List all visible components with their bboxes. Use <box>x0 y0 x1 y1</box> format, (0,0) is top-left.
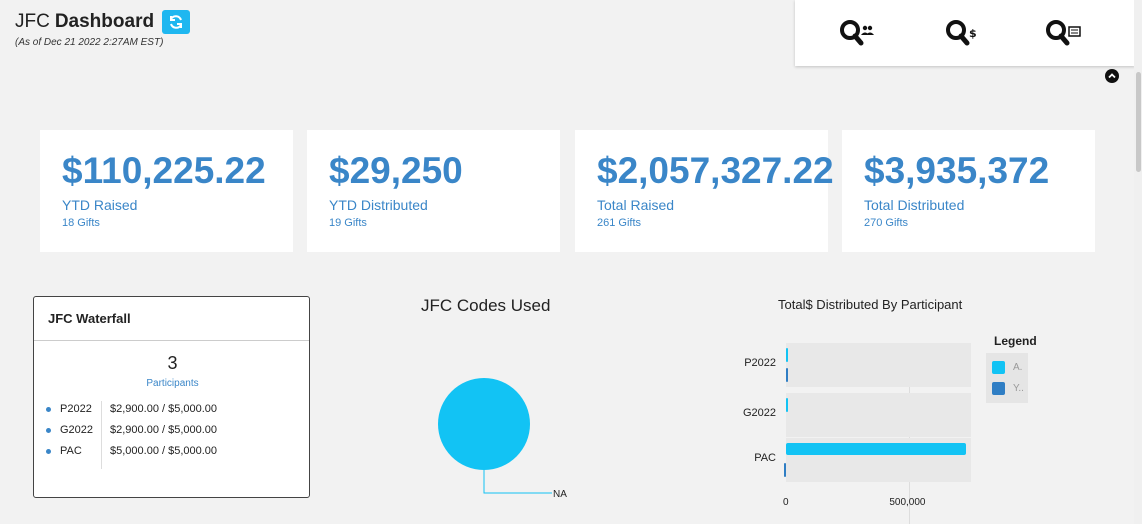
collapse-button[interactable] <box>1105 69 1119 83</box>
legend-item[interactable]: A. <box>992 359 1022 375</box>
page-title: JFC Dashboard <box>15 10 191 34</box>
card-ytd-raised: $110,225.22 YTD Raised 18 Gifts <box>40 130 293 252</box>
dashboard-title: Dashboard <box>54 11 155 32</box>
svg-text:$: $ <box>969 27 977 40</box>
search-list-button[interactable] <box>1045 18 1085 48</box>
card-amount: $29,250 <box>329 150 463 191</box>
card-sub: 270 Gifts <box>864 217 909 229</box>
jfc-waterfall-panel: JFC Waterfall 3 Participants P2022 $2,90… <box>33 296 310 498</box>
card-label: YTD Raised <box>62 197 138 213</box>
waterfall-divider <box>101 401 102 469</box>
card-label: YTD Distributed <box>329 197 428 213</box>
search-list-icon <box>1046 20 1081 46</box>
card-amount: $2,057,327.22 <box>597 150 834 191</box>
refresh-icon <box>170 15 183 29</box>
card-total-distributed: $3,935,372 Total Distributed 270 Gifts <box>842 130 1095 252</box>
waterfall-code: P2022 <box>60 403 92 415</box>
card-label: Total Distributed <box>864 197 965 213</box>
pie-slice-label: NA <box>553 489 567 500</box>
search-money-button[interactable]: $ <box>945 18 985 48</box>
search-toolbar: $ <box>795 0 1135 66</box>
pie-slice[interactable] <box>438 378 530 470</box>
distribution-chart-title: Total$ Distributed By Participant <box>778 297 963 312</box>
waterfall-value: $2,900.00 / $5,000.00 <box>110 403 218 415</box>
waterfall-value: $5,000.00 / $5,000.00 <box>110 445 218 457</box>
legend: A. Y.. <box>986 353 1028 403</box>
card-sub: 19 Gifts <box>329 217 367 229</box>
bullet-icon <box>46 449 51 454</box>
waterfall-title: JFC Waterfall <box>34 297 309 341</box>
card-label: Total Raised <box>597 197 675 213</box>
codes-chart-title: JFC Codes Used <box>421 296 551 315</box>
as-of-timestamp: (As of Dec 21 2022 2:27AM EST) <box>15 37 164 48</box>
legend-title: Legend <box>994 334 1037 348</box>
codes-pie-chart: NA <box>438 378 567 500</box>
card-amount: $110,225.22 <box>62 150 266 191</box>
legend-swatch <box>992 361 1005 374</box>
waterfall-row: G2022 $2,900.00 / $5,000.00 <box>46 422 296 442</box>
legend-label: A. <box>1013 362 1023 373</box>
card-sub: 261 Gifts <box>597 217 642 229</box>
bullet-icon <box>46 407 51 412</box>
legend-swatch <box>992 382 1005 395</box>
participant-count: 3 <box>167 353 178 373</box>
search-participants-icon <box>840 20 874 46</box>
legend-label: Y.. <box>1013 383 1024 394</box>
scrollbar[interactable] <box>1134 0 1142 524</box>
card-ytd-distributed: $29,250 YTD Distributed 19 Gifts <box>307 130 560 252</box>
card-sub: 18 Gifts <box>62 217 100 229</box>
waterfall-row: PAC $5,000.00 / $5,000.00 <box>46 443 296 463</box>
waterfall-value: $2,900.00 / $5,000.00 <box>110 424 218 436</box>
search-participants-button[interactable] <box>839 18 879 48</box>
legend-item[interactable]: Y.. <box>992 380 1024 396</box>
search-money-icon: $ <box>946 20 977 46</box>
waterfall-row: P2022 $2,900.00 / $5,000.00 <box>46 401 296 421</box>
card-total-raised: $2,057,327.22 Total Raised 261 Gifts <box>575 130 834 252</box>
app-name: JFC <box>15 11 50 32</box>
refresh-button[interactable] <box>162 10 191 34</box>
chevron-up-icon <box>1108 73 1116 79</box>
pie-leader-line <box>483 470 552 494</box>
waterfall-code: G2022 <box>60 424 94 436</box>
scrollbar-thumb[interactable] <box>1136 72 1141 172</box>
card-amount: $3,935,372 <box>864 150 1050 191</box>
bullet-icon <box>46 428 51 433</box>
waterfall-code: PAC <box>60 445 82 457</box>
participant-count-label: Participants <box>146 378 199 389</box>
